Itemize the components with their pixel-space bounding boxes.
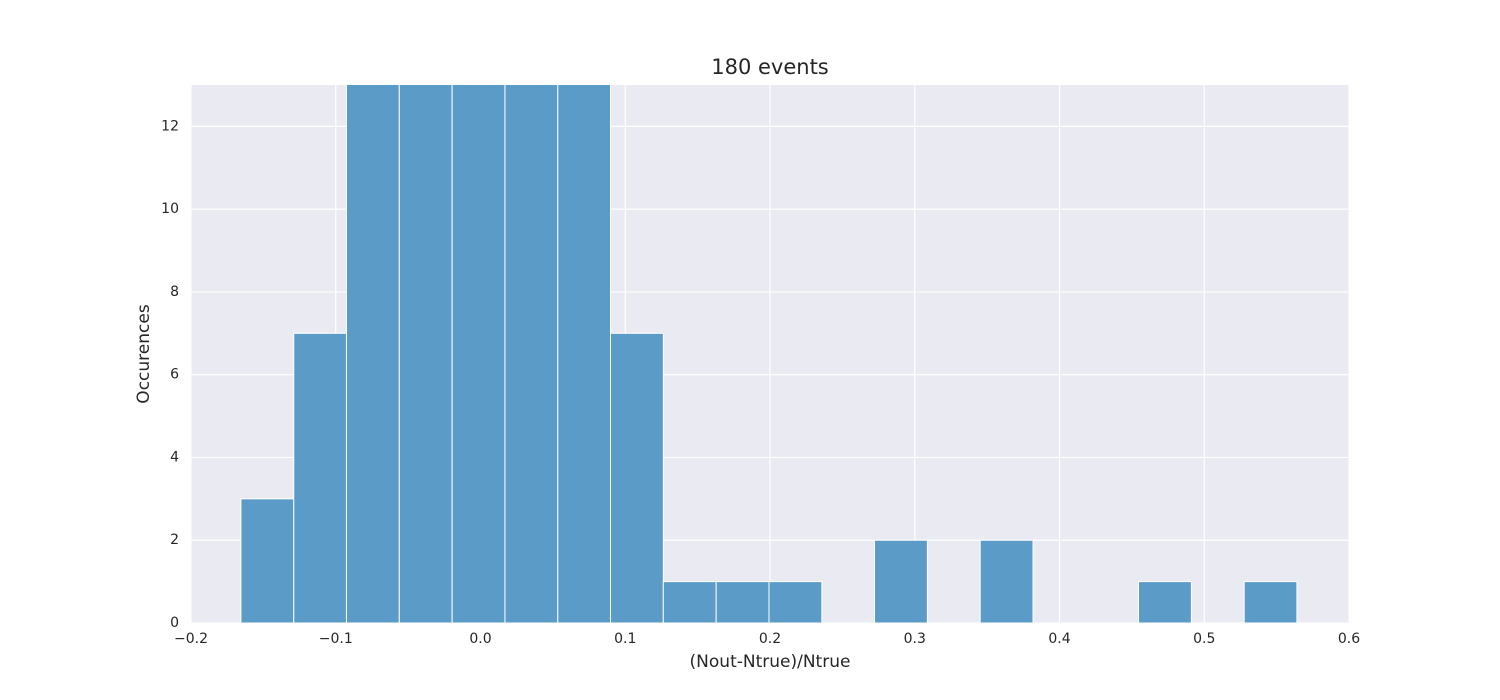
x-tick-label: −0.1 (319, 631, 353, 647)
bar (662, 581, 717, 623)
bar (345, 85, 400, 623)
bar (398, 85, 453, 623)
bar (979, 539, 1034, 623)
bar (1138, 581, 1192, 623)
y-tick-label: 10 (161, 201, 179, 217)
bar (1243, 581, 1298, 623)
bar (451, 85, 506, 623)
x-tick-label: 0.0 (469, 631, 491, 647)
bar (504, 85, 559, 623)
x-tick-label: 0.1 (614, 631, 636, 647)
chart-title: 180 events (711, 55, 829, 79)
y-tick-label: 0 (170, 615, 179, 631)
y-tick-label: 8 (170, 284, 179, 300)
x-tick-label: 0.3 (904, 631, 926, 647)
y-tick-label: 6 (170, 367, 179, 383)
x-axis-label: (Nout-Ntrue)/Ntrue (690, 652, 851, 672)
bar (874, 539, 928, 623)
bar (768, 581, 823, 623)
y-tick-label: 2 (170, 532, 179, 548)
x-tick-label: 0.6 (1338, 631, 1360, 647)
bar (240, 498, 295, 623)
bar (293, 332, 347, 623)
bar (715, 581, 770, 623)
bar (557, 85, 611, 623)
x-tick-label: 0.5 (1193, 631, 1215, 647)
x-tick-label: −0.2 (174, 631, 208, 647)
y-tick-label: 4 (170, 449, 179, 465)
x-tick-label: 0.4 (1048, 631, 1070, 647)
y-tick-label: 12 (161, 118, 179, 134)
bar (609, 332, 664, 623)
y-axis-label: Occurences (134, 304, 154, 404)
x-tick-label: 0.2 (759, 631, 781, 647)
